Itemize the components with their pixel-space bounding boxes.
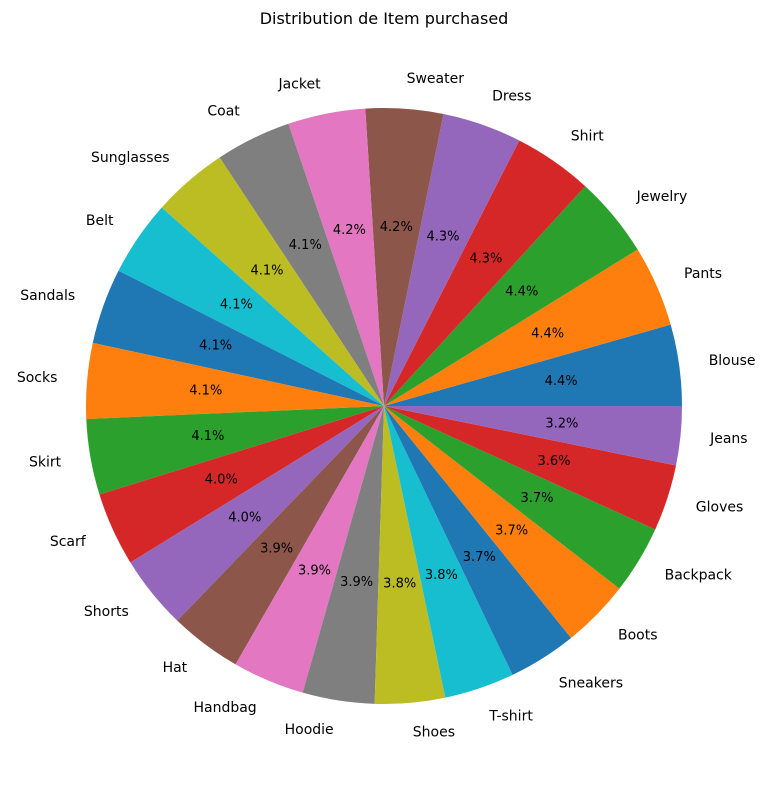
pie-slice-hat — [177, 406, 384, 665]
pie-slice-handbag — [235, 406, 384, 693]
slice-percent-label: 4.1% — [189, 383, 222, 398]
pie-slice-gloves — [384, 406, 676, 530]
pie-slice-skirt — [86, 406, 384, 495]
slice-label: Skirt — [29, 454, 62, 470]
slice-percent-label: 3.9% — [298, 563, 331, 578]
slice-percent-label: 4.4% — [505, 285, 538, 300]
slice-percent-label: 4.1% — [199, 339, 232, 354]
pie-slice-shorts — [130, 406, 384, 621]
slice-percent-label: 3.2% — [545, 416, 578, 431]
slice-percent-label: 4.1% — [220, 298, 253, 313]
pie-slice-backpack — [384, 406, 656, 589]
pie-slices — [86, 108, 682, 704]
pie-slice-sunglasses — [161, 157, 384, 406]
slice-percent-label: 3.8% — [425, 568, 458, 583]
slice-percent-label: 3.9% — [340, 575, 373, 590]
slice-percent-label: 3.6% — [537, 454, 570, 469]
slice-percent-label: 4.4% — [531, 327, 564, 342]
chart-title: Distribution de Item purchased — [260, 9, 509, 28]
slice-label: Belt — [86, 213, 114, 229]
slice-label: Shirt — [571, 129, 604, 145]
slice-percent-label: 4.1% — [191, 429, 224, 444]
slice-label: Shoes — [413, 725, 455, 741]
slice-percent-label: 4.3% — [426, 230, 459, 245]
pie-slice-hoodie — [302, 406, 384, 704]
pie-slice-jeans — [384, 406, 682, 466]
slice-percent-label: 4.3% — [469, 252, 502, 267]
pie-slice-sandals — [92, 270, 385, 406]
slice-label: Blouse — [709, 353, 756, 369]
pie-slice-t-shirt — [384, 406, 513, 698]
slice-percent-label: 3.7% — [463, 550, 496, 565]
slice-label: Hat — [163, 660, 188, 676]
slice-label: Scarf — [50, 534, 87, 550]
slice-label: Sweater — [407, 71, 465, 87]
slice-percent-label: 4.0% — [205, 473, 238, 488]
pie-slice-jacket — [288, 108, 384, 406]
pie-slice-socks — [86, 342, 385, 420]
pie-labels: Blouse 4.4% Pants 4.4% Jewelry 4.4% Shirt 4.3% D… — [17, 71, 756, 741]
slice-label: Sandals — [20, 288, 75, 304]
slice-percent-label: 4.2% — [380, 220, 413, 235]
slice-percent-label: 3.7% — [520, 491, 553, 506]
slice-percent-label: 3.8% — [383, 577, 416, 592]
pie-slice-belt — [118, 207, 384, 406]
slice-percent-label: 4.1% — [250, 263, 283, 278]
slice-label: Handbag — [193, 700, 256, 716]
slice-label: Backpack — [665, 568, 733, 584]
slice-label: Pants — [684, 266, 722, 282]
pie-slice-sweater — [365, 108, 444, 407]
slice-label: Sunglasses — [91, 150, 169, 166]
slice-percent-label: 4.1% — [289, 238, 322, 253]
slice-label: Sneakers — [559, 675, 623, 691]
slice-label: Hoodie — [285, 722, 334, 738]
slice-label: Coat — [207, 104, 240, 120]
slice-percent-label: 3.9% — [260, 542, 293, 557]
slice-label: Socks — [17, 370, 58, 386]
slice-label: T-shirt — [488, 709, 533, 725]
pie-slice-blouse — [384, 324, 682, 406]
slice-label: Boots — [618, 628, 658, 644]
slice-percent-label: 4.2% — [333, 223, 366, 238]
pie-slice-jewelry — [384, 186, 638, 406]
pie-slice-dress — [384, 114, 520, 406]
pie-slice-shoes — [374, 406, 446, 704]
slice-percent-label: 4.0% — [228, 511, 261, 526]
pie-slice-sneakers — [384, 406, 572, 675]
slice-label: Gloves — [696, 499, 744, 515]
pie-slice-boots — [384, 406, 620, 638]
pie-slice-scarf — [99, 406, 384, 563]
slice-label: Jewelry — [636, 189, 688, 205]
pie-slice-shirt — [384, 140, 586, 407]
pie-slice-coat — [219, 123, 384, 406]
slice-label: Jacket — [277, 76, 321, 92]
slice-percent-label: 3.7% — [495, 524, 528, 539]
pie-slice-pants — [384, 249, 671, 406]
slice-label: Jeans — [709, 431, 748, 447]
slice-label: Dress — [492, 89, 531, 105]
slice-label: Shorts — [84, 604, 129, 620]
slice-percent-label: 4.4% — [545, 374, 578, 389]
